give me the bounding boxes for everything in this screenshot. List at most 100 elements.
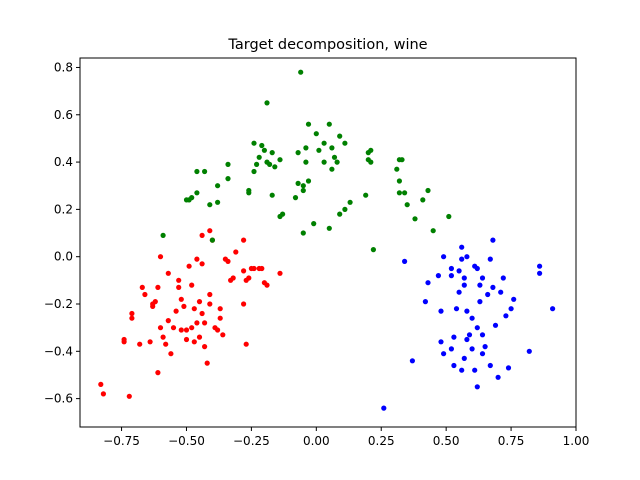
point-series-1-14 — [303, 145, 309, 151]
point-series-1-42 — [334, 159, 340, 165]
point-series-0-35 — [194, 256, 200, 262]
point-series-2-8 — [441, 254, 447, 260]
x-tick-label: 0.00 — [303, 434, 330, 448]
point-series-0-30 — [183, 336, 190, 343]
point-series-0-71 — [207, 301, 213, 307]
point-series-2-42 — [490, 237, 496, 243]
point-series-1-56 — [292, 195, 299, 201]
point-series-0-37 — [196, 299, 203, 305]
point-series-1-11 — [269, 150, 275, 156]
point-series-0-73 — [189, 282, 195, 288]
chart-title: Target decomposition, wine — [227, 37, 427, 53]
point-series-1-2 — [305, 121, 312, 127]
point-series-2-24 — [464, 254, 470, 260]
point-series-1-1 — [264, 100, 270, 106]
point-series-2-27 — [469, 315, 475, 321]
point-series-1-10 — [261, 147, 267, 153]
point-series-0-41 — [199, 261, 205, 267]
point-series-1-74 — [430, 228, 436, 234]
point-series-0-29 — [183, 327, 190, 333]
points-layer — [98, 69, 556, 411]
point-series-0-50 — [217, 306, 223, 312]
point-series-1-62 — [420, 197, 426, 203]
point-series-0-46 — [207, 291, 213, 298]
point-series-1-47 — [425, 187, 431, 194]
point-series-1-66 — [280, 211, 286, 217]
point-series-0-28 — [181, 303, 187, 309]
point-series-0-13 — [152, 299, 158, 305]
point-series-2-0 — [381, 405, 387, 411]
point-series-0-38 — [196, 334, 203, 340]
point-series-2-3 — [425, 280, 431, 286]
point-series-0-14 — [155, 370, 161, 376]
point-series-2-4 — [435, 273, 441, 279]
point-series-0-58 — [241, 237, 247, 243]
point-series-2-34 — [477, 282, 483, 288]
point-series-2-56 — [402, 258, 408, 264]
point-series-0-21 — [168, 351, 174, 357]
point-series-0-22 — [170, 325, 177, 331]
point-series-0-15 — [155, 284, 161, 290]
point-series-1-72 — [300, 230, 306, 236]
point-series-2-48 — [503, 313, 509, 319]
point-series-2-22 — [461, 355, 467, 361]
point-series-2-38 — [482, 344, 488, 350]
point-series-0-2 — [126, 393, 132, 399]
ticks-layer: −0.75 −0.50 −0.25 0.00 0.25 0.50 0.75 1.00 −0.6 −… — [44, 60, 590, 448]
point-series-1-58 — [337, 211, 343, 217]
point-series-0-25 — [176, 284, 182, 290]
point-series-2-31 — [474, 265, 480, 272]
point-series-1-67 — [311, 221, 317, 227]
point-series-2-5 — [438, 308, 444, 314]
point-series-2-10 — [448, 273, 454, 279]
point-series-1-54 — [246, 187, 252, 194]
point-series-2-9 — [448, 265, 454, 272]
point-series-0-44 — [204, 360, 210, 366]
point-series-2-12 — [451, 334, 457, 340]
x-tick-label: 0.75 — [498, 434, 525, 448]
point-series-0-34 — [191, 339, 197, 345]
point-series-0-17 — [157, 325, 164, 331]
point-series-1-22 — [321, 159, 327, 165]
point-series-0-66 — [259, 265, 265, 272]
point-series-1-33 — [202, 168, 208, 175]
point-series-1-31 — [225, 161, 231, 167]
point-series-0-45 — [207, 228, 213, 234]
point-series-2-54 — [537, 270, 543, 276]
point-series-2-39 — [485, 291, 491, 298]
point-series-2-52 — [526, 348, 532, 354]
point-series-1-25 — [368, 147, 374, 153]
point-series-0-57 — [233, 249, 239, 255]
point-series-2-19 — [459, 367, 465, 373]
point-series-1-36 — [251, 168, 257, 175]
point-series-2-44 — [492, 322, 499, 328]
point-series-2-55 — [550, 306, 556, 312]
point-series-1-44 — [396, 190, 402, 196]
point-series-1-43 — [396, 178, 402, 184]
point-series-2-43 — [490, 284, 496, 290]
plot-frame — [79, 57, 577, 428]
point-series-1-34 — [215, 183, 221, 189]
point-series-1-37 — [272, 164, 278, 170]
y-tick-label: −0.2 — [44, 297, 73, 311]
point-series-2-45 — [495, 374, 501, 380]
x-tick-label: 0.25 — [368, 434, 395, 448]
point-series-0-72 — [165, 270, 171, 276]
point-series-0-70 — [241, 301, 247, 307]
point-series-2-35 — [477, 299, 483, 305]
point-series-2-33 — [474, 384, 480, 390]
point-series-0-33 — [191, 306, 197, 312]
y-tick-label: 0.4 — [54, 155, 73, 169]
point-series-1-28 — [394, 166, 400, 172]
point-series-1-45 — [402, 190, 408, 196]
x-tick-label: 1.00 — [563, 434, 590, 448]
point-series-0-27 — [178, 327, 184, 333]
point-series-1-21 — [303, 159, 309, 165]
point-series-0-64 — [251, 265, 257, 272]
point-series-0-19 — [163, 341, 169, 347]
point-series-2-2 — [422, 299, 428, 305]
point-series-0-59 — [241, 268, 247, 274]
point-series-0-62 — [246, 275, 252, 281]
point-series-2-51 — [511, 296, 517, 302]
point-series-1-9 — [342, 140, 348, 146]
